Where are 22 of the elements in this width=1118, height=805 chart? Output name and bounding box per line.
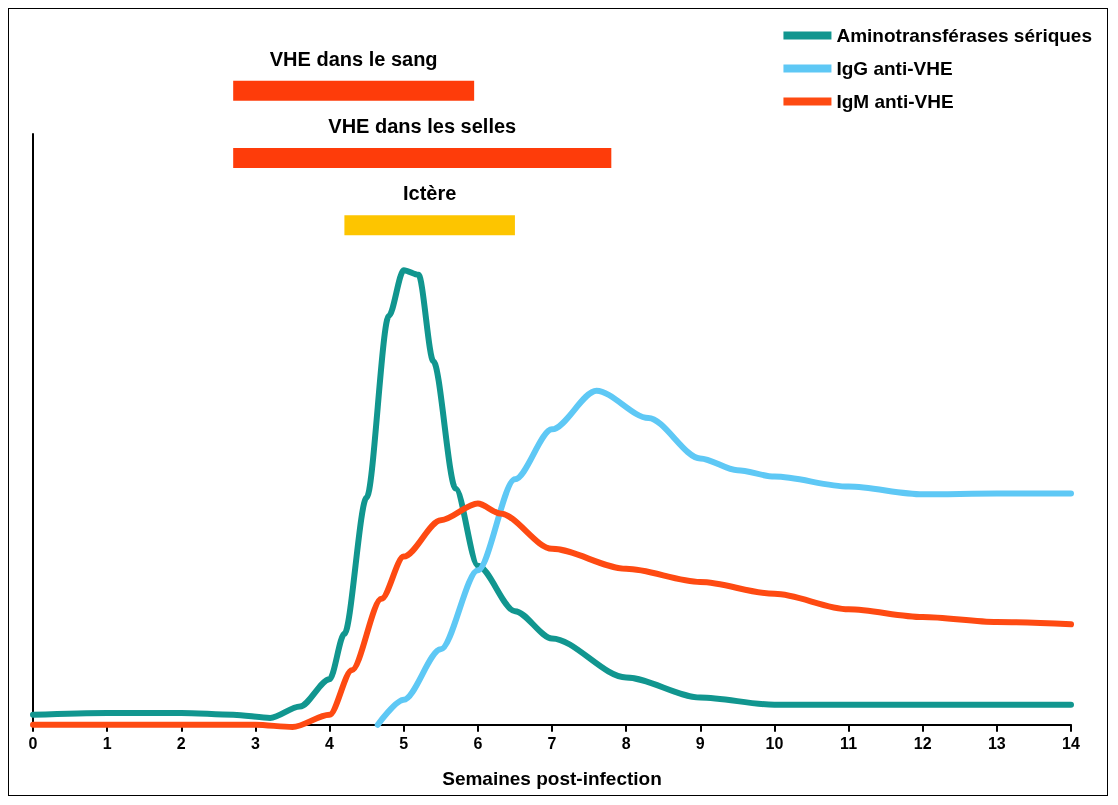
x-tick-label: 12 bbox=[913, 734, 932, 752]
x-tick-label: 3 bbox=[250, 734, 260, 752]
x-tick-label: 9 bbox=[695, 734, 705, 752]
legend-label: Aminotransférases sériques bbox=[836, 25, 1093, 46]
x-tick-label: 10 bbox=[765, 734, 784, 752]
legend-label: IgG anti-VHE bbox=[836, 58, 953, 79]
x-axis-title: Semaines post-infection bbox=[442, 768, 662, 789]
x-tick-label: 14 bbox=[1062, 734, 1080, 752]
y-tick-label: VHE dans les selles bbox=[328, 115, 517, 137]
x-tick-label: 7 bbox=[547, 734, 557, 752]
x-tick-label: 13 bbox=[987, 734, 1006, 752]
x-tick-label: 11 bbox=[840, 734, 858, 752]
y-tick-label: VHE dans le sang bbox=[269, 47, 438, 70]
x-tick-label: 6 bbox=[473, 734, 483, 752]
x-tick-label: 2 bbox=[176, 734, 186, 752]
x-tick-label: 0 bbox=[28, 734, 38, 752]
x-tick-label: 8 bbox=[621, 734, 631, 752]
x-tick-label: 5 bbox=[399, 734, 409, 752]
x-tick-label: 4 bbox=[325, 734, 335, 752]
x-tick-label: 1 bbox=[102, 734, 112, 752]
y-tick-label: Ictère bbox=[402, 182, 457, 205]
legend-label: IgM anti-VHE bbox=[836, 91, 954, 112]
